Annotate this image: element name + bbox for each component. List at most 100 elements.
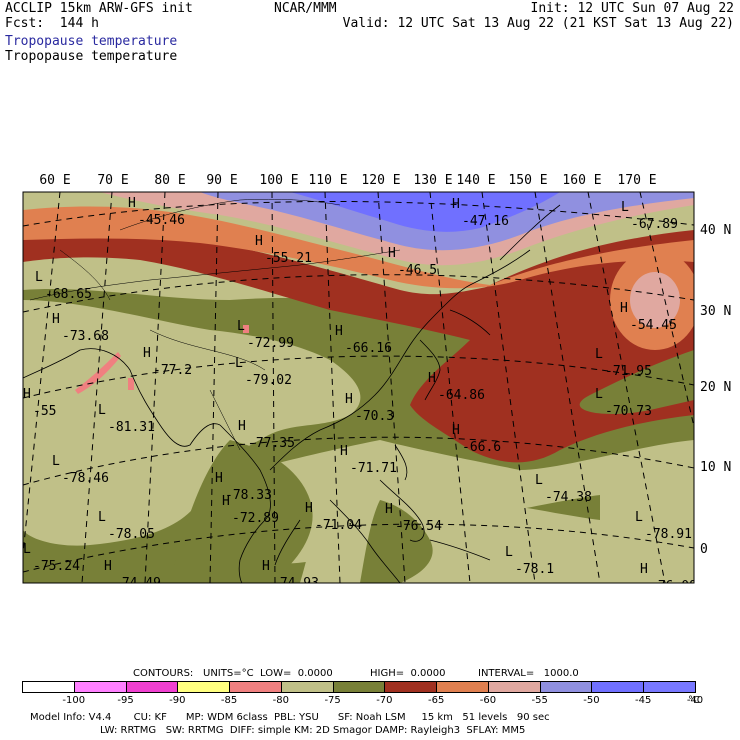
extremum-value: -67.89 — [631, 217, 678, 232]
low-marker: L — [237, 319, 245, 334]
extremum-value: -71.71 — [350, 461, 397, 476]
valid-time: Valid: 12 UTC Sat 13 Aug 22 (21 KST Sat … — [342, 16, 734, 31]
colorbar-swatch — [643, 681, 696, 693]
extremum-value: -74.49 — [114, 576, 161, 591]
colorbar-swatch — [177, 681, 231, 693]
low-marker: L — [595, 347, 603, 362]
longitude-label: 90 E — [206, 173, 237, 188]
high-marker: H — [428, 371, 436, 386]
high-marker: H — [104, 559, 112, 574]
extremum-value: -78.91 — [645, 527, 692, 542]
graticule — [23, 192, 694, 583]
center-name: NCAR/MMM — [274, 1, 337, 16]
extremum-value: -64.86 — [438, 388, 485, 403]
extremum-value: -66.6 — [462, 440, 501, 455]
latitude-label: 40 N — [700, 223, 731, 238]
low-marker: L — [621, 200, 629, 215]
contours-low: LOW= 0.0000 — [260, 668, 333, 679]
extremum-value: -74.93 — [272, 576, 319, 591]
shaded-field — [23, 192, 694, 583]
longitude-label: 110 E — [308, 173, 347, 188]
longitude-label: 120 E — [361, 173, 400, 188]
high-marker: H — [452, 423, 460, 438]
model-info-line2: LW: RRTMG SW: RRTMG DIFF: simple KM: 2D … — [100, 725, 526, 736]
latitude-label: 30 N — [700, 304, 731, 319]
extremum-value: -70.3 — [355, 409, 394, 424]
init-time: Init: 12 UTC Sun 07 Aug 22 — [530, 1, 735, 16]
coastlines — [23, 204, 561, 583]
extremum-value: -78.1 — [515, 562, 554, 577]
colorbar-label: -60 — [479, 695, 497, 706]
longitude-label: 60 E — [39, 173, 70, 188]
low-marker: L — [535, 473, 543, 488]
colorbar-swatch — [384, 681, 438, 693]
forecast-hour: Fcst: 144 h — [5, 16, 99, 31]
extremum-value: -55.21 — [265, 251, 312, 266]
extremum-value: -46.5 — [398, 263, 437, 278]
extremum-value: -72.89 — [232, 511, 279, 526]
colorbar-swatch — [22, 681, 75, 693]
high-marker: H — [52, 312, 60, 327]
longitude-label: 150 E — [508, 173, 547, 188]
high-marker: H — [620, 301, 628, 316]
extremum-value: -79.02 — [245, 373, 292, 388]
longitude-label: 160 E — [562, 173, 601, 188]
field-title-contour: Tropopause temperature — [5, 49, 178, 64]
latitude-label: 10 N — [700, 460, 731, 475]
latitude-label: 20 N — [700, 380, 731, 395]
colorbar-label: -50 — [583, 695, 600, 706]
extremum-value: -71.04 — [315, 518, 362, 533]
high-marker: H — [345, 392, 353, 407]
colorbar-swatch — [125, 681, 179, 693]
low-marker: L — [635, 510, 643, 525]
contours-interval: INTERVAL= 1000.0 — [478, 668, 579, 679]
high-marker: H — [143, 346, 151, 361]
extremum-value: -70.73 — [605, 404, 652, 419]
high-marker: H — [222, 494, 230, 509]
colorbar-label: -85 — [220, 695, 238, 706]
extremum-value: -75.24 — [33, 559, 80, 574]
extremum-value: -47.16 — [462, 214, 509, 229]
extremum-value: -78.46 — [62, 471, 109, 486]
longitude-label: 80 E — [154, 173, 185, 188]
longitude-label: 170 E — [617, 173, 656, 188]
colorbar-swatch — [229, 681, 282, 693]
high-marker: H — [388, 246, 396, 261]
high-marker: H — [255, 234, 263, 249]
extremum-value: -73.68 — [62, 329, 109, 344]
longitude-label: 100 E — [259, 173, 298, 188]
latitude-labels: 40 N 30 N 20 N 10 N 0 — [700, 223, 731, 557]
high-marker: H — [262, 559, 270, 574]
low-marker: L — [35, 270, 43, 285]
extremum-value: -55 — [33, 404, 56, 419]
extremum-value: -66.16 — [345, 341, 392, 356]
extremum-value: -77.35 — [248, 436, 295, 451]
colorbar-label: -40 — [686, 695, 704, 706]
high-low-labels: H-45.46H-55.21H-47.16H-46.5L-67.89L-68.6… — [23, 196, 697, 594]
colorbar-label: -75 — [324, 695, 341, 706]
high-marker: H — [452, 197, 460, 212]
colorbar-label: -65 — [427, 695, 445, 706]
colorbar-label: -80 — [272, 695, 290, 706]
extremum-value: -78.33 — [225, 488, 272, 503]
longitude-labels: 60 E 70 E 80 E 90 E 100 E 110 E 120 E 130 E 140 … — [39, 173, 656, 188]
extremum-value: -77.2 — [153, 363, 192, 378]
map-frame — [22, 191, 695, 584]
high-marker: H — [305, 501, 313, 516]
high-marker: H — [640, 562, 648, 577]
high-marker: H — [340, 444, 348, 459]
high-marker: H — [385, 502, 393, 517]
colorbar-label: -90 — [169, 695, 186, 706]
colorbar-swatch — [280, 681, 334, 693]
longitude-label: 140 E — [456, 173, 495, 188]
extremum-value: -76.08 — [650, 579, 697, 594]
colorbar-swatch — [487, 681, 541, 693]
high-marker: H — [128, 196, 136, 211]
contours-label: CONTOURS: — [133, 668, 194, 679]
colorbar-swatch — [73, 681, 127, 693]
field-title-shaded: Tropopause temperature — [5, 34, 178, 49]
extremum-value: -45.46 — [138, 213, 185, 228]
extremum-value: -76.54 — [395, 519, 442, 534]
contours-high: HIGH= 0.0000 — [370, 668, 446, 679]
